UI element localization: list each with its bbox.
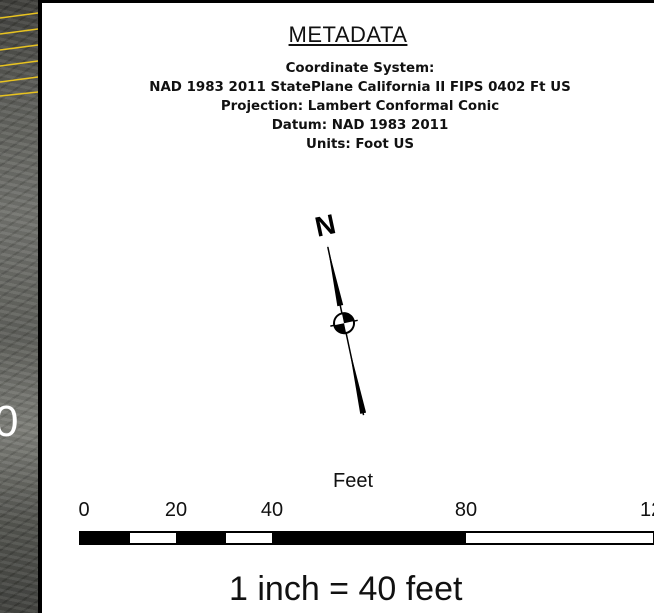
- aerial-imagery-strip: 0: [0, 0, 38, 613]
- metadata-title: METADATA: [288, 22, 408, 47]
- scale-segment: [80, 532, 130, 544]
- scale-bar: [79, 531, 654, 545]
- metadata-line-stateplane: NAD 1983 2011 StatePlane California II F…: [149, 80, 571, 95]
- scale-segment: [176, 532, 226, 544]
- legend-panel: [42, 3, 654, 613]
- scale-segment: [272, 532, 466, 544]
- scale-statement: 1 inch = 40 feet: [229, 570, 463, 608]
- scale-tick-label: 40: [260, 499, 284, 521]
- frame-border-left: [38, 0, 42, 613]
- scale-tick-label: 20: [164, 499, 188, 521]
- north-letter: N: [312, 208, 338, 243]
- aerial-texture: [0, 0, 38, 613]
- metadata-line-units: Units: Foot US: [306, 137, 414, 152]
- scale-unit-label: Feet: [333, 470, 374, 492]
- parcel-lines: [0, 12, 38, 97]
- map-label-fragment: 0: [0, 397, 19, 446]
- scale-tick-label: 80: [454, 499, 478, 521]
- metadata-line-datum: Datum: NAD 1983 2011: [271, 118, 449, 133]
- scale-tick-label: 120: [640, 499, 654, 521]
- scale-tick-label: 0: [78, 499, 90, 521]
- frame-border-top: [38, 0, 654, 3]
- metadata-line-projection: Projection: Lambert Conformal Conic: [220, 99, 500, 114]
- metadata-block: Coordinate System: NAD 1983 2011 StatePl…: [0, 59, 654, 154]
- north-arrow-icon: N: [312, 208, 367, 416]
- metadata-line-coordinate-system: Coordinate System:: [285, 61, 435, 76]
